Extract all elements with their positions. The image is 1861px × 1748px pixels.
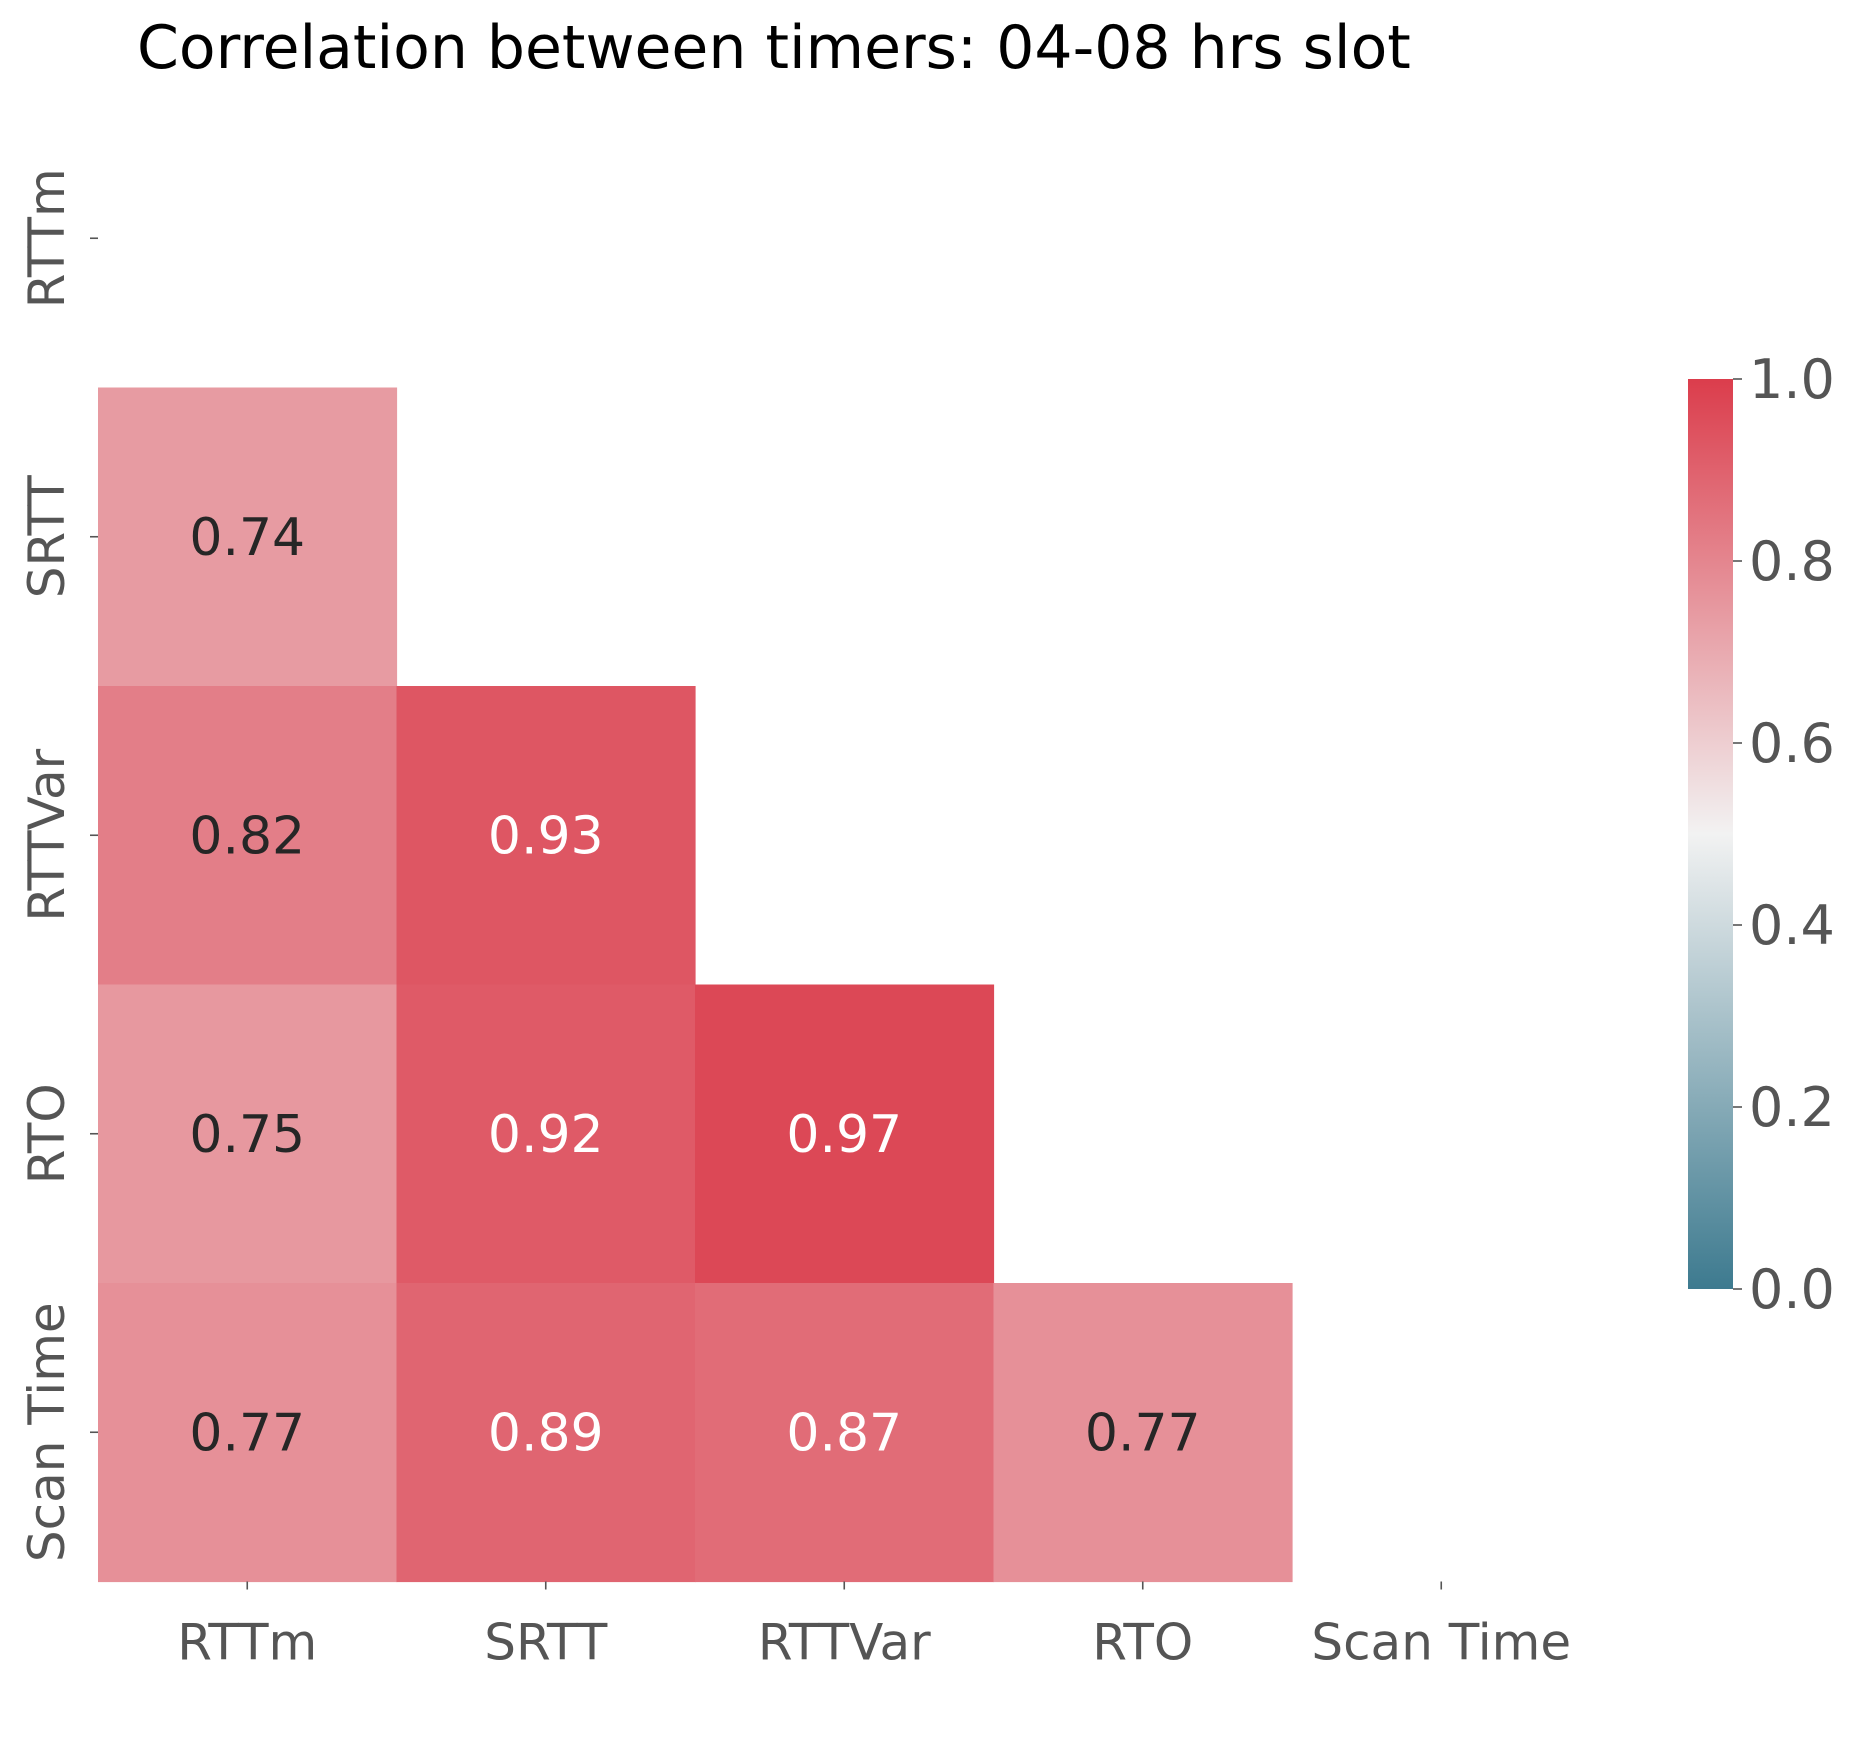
colorbar-tick-label: 0.6 <box>1749 712 1835 775</box>
colorbar-gradient <box>1688 379 1733 1289</box>
y-tick-label-rto: RTO <box>18 1083 76 1184</box>
cell-value-label: 0.75 <box>189 1105 305 1165</box>
x-tick-label-rto: RTO <box>1092 1614 1193 1672</box>
cell-value-label: 0.92 <box>488 1105 604 1165</box>
colorbar-tick-label: 0.8 <box>1749 530 1835 593</box>
heatmap-cell-rttvar-srtt <box>396 686 696 986</box>
cell-value-label: 0.77 <box>1085 1403 1201 1463</box>
y-tick-label-srtt: SRTT <box>18 475 76 599</box>
heatmap-cell-srtt-rttm <box>98 387 398 687</box>
cells-layer: 0.74 0.82 0.93 0.75 0.92 0.97 0.77 0.89 0.87 0.77 <box>98 387 1293 1583</box>
colorbar-tick-label: 1.0 <box>1749 348 1835 411</box>
x-tick-label-rttvar: RTTVar <box>758 1614 931 1672</box>
x-tick-label-srtt: SRTT <box>484 1614 608 1672</box>
cell-value-label: 0.77 <box>189 1403 305 1463</box>
cell-value-label: 0.82 <box>189 806 305 866</box>
x-tick-label-rttm: RTTm <box>177 1614 317 1672</box>
heatmap-cell-rto-srtt <box>396 984 696 1284</box>
chart-title: Correlation between timers: 04-08 hrs sl… <box>137 13 1411 83</box>
colorbar-tick-label: 0.4 <box>1749 894 1835 957</box>
cell-value-label: 0.74 <box>189 508 305 568</box>
colorbar-tick-label: 0.2 <box>1749 1076 1835 1139</box>
heatmap-cell-rto-rttm <box>98 984 398 1284</box>
heatmap-cell-scan-time-rttvar <box>695 1283 995 1583</box>
heatmap-cell-scan-time-rto <box>993 1283 1293 1583</box>
y-tick-label-rttvar: RTTVar <box>18 748 76 921</box>
heatmap-cell-scan-time-srtt <box>396 1283 696 1583</box>
cell-value-label: 0.97 <box>786 1105 902 1165</box>
x-tick-label-scan-time: Scan Time <box>1311 1614 1571 1672</box>
ticks-layer: RTTm SRTT RTTVar RTO Scan Time RTTm SRTT RTTVar… <box>18 168 1571 1671</box>
cell-value-label: 0.89 <box>488 1403 604 1463</box>
cell-value-label: 0.93 <box>488 806 604 866</box>
colorbar-tick-label: 0.0 <box>1749 1258 1835 1321</box>
y-tick-label-rttm: RTTm <box>18 168 76 308</box>
colorbar: 0.0 0.2 0.4 0.6 0.8 1.0 <box>1688 348 1835 1321</box>
cell-value-label: 0.87 <box>786 1403 902 1463</box>
heatmap-cell-rttvar-rttm <box>98 686 398 986</box>
y-tick-label-scan-time: Scan Time <box>18 1302 76 1562</box>
heatmap-cell-rto-rttvar <box>695 984 995 1284</box>
heatmap-cell-scan-time-rttm <box>98 1283 398 1583</box>
